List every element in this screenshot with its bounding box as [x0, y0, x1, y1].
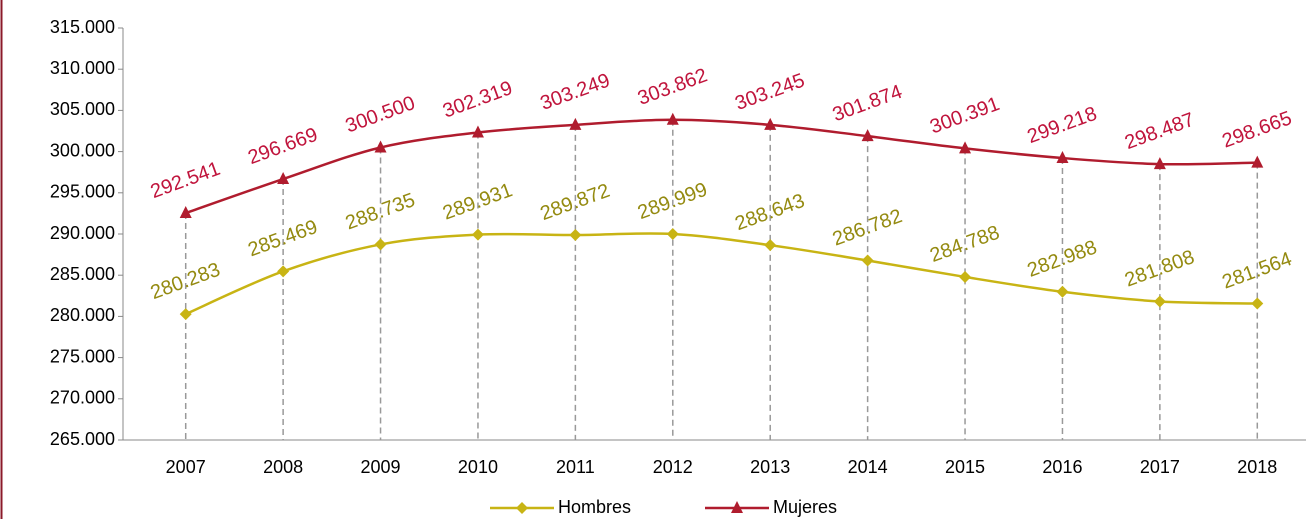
x-tick-label: 2016 — [1042, 457, 1082, 477]
data-point — [861, 254, 874, 267]
data-point — [471, 125, 484, 138]
data-point — [1251, 297, 1264, 310]
data-point — [959, 270, 972, 283]
x-tick-label: 2014 — [848, 457, 888, 477]
data-point — [959, 141, 972, 154]
x-tick-label: 2018 — [1237, 457, 1277, 477]
data-point — [666, 112, 679, 125]
y-tick-label: 285.000 — [50, 264, 115, 284]
data-label: 302.319 — [440, 77, 515, 122]
data-point — [569, 229, 582, 242]
y-tick-label: 280.000 — [50, 305, 115, 325]
data-label: 300.391 — [927, 93, 1002, 138]
data-point — [569, 117, 582, 130]
x-tick-label: 2017 — [1140, 457, 1180, 477]
data-label: 303.245 — [732, 69, 807, 114]
data-label: 292.541 — [148, 158, 223, 203]
data-point — [277, 172, 290, 185]
data-point — [1153, 295, 1166, 308]
x-tick-label: 2013 — [750, 457, 790, 477]
data-label: 298.487 — [1122, 109, 1197, 154]
data-point — [666, 228, 679, 241]
data-point — [764, 117, 777, 130]
y-tick-label: 265.000 — [50, 429, 115, 449]
legend-label: Hombres — [558, 497, 631, 517]
data-point — [861, 129, 874, 142]
legend-label: Mujeres — [773, 497, 837, 517]
data-point — [374, 140, 387, 153]
y-tick-label: 305.000 — [50, 99, 115, 119]
data-label: 303.862 — [635, 64, 710, 109]
data-point — [1056, 151, 1069, 164]
y-tick-label: 310.000 — [50, 58, 115, 78]
x-tick-label: 2010 — [458, 457, 498, 477]
x-tick-label: 2009 — [361, 457, 401, 477]
data-point — [1056, 285, 1069, 298]
data-point — [471, 228, 484, 241]
y-tick-label: 290.000 — [50, 223, 115, 243]
data-point — [179, 206, 192, 219]
y-tick-label: 295.000 — [50, 182, 115, 202]
legend-marker — [731, 501, 743, 513]
data-point — [277, 265, 290, 278]
y-tick-label: 315.000 — [50, 17, 115, 37]
x-tick-label: 2008 — [263, 457, 303, 477]
legend-marker — [516, 502, 528, 514]
series-line — [185, 118, 1258, 215]
series-line — [185, 232, 1258, 316]
data-label: 296.669 — [245, 124, 320, 169]
data-point — [374, 238, 387, 251]
data-label: 298.665 — [1219, 107, 1294, 152]
x-tick-label: 2015 — [945, 457, 985, 477]
data-label: 299.218 — [1024, 103, 1099, 148]
data-label: 300.500 — [343, 92, 418, 137]
data-point — [1251, 155, 1264, 168]
data-point — [764, 239, 777, 252]
data-label: 303.249 — [537, 69, 612, 114]
y-tick-label: 270.000 — [50, 388, 115, 408]
data-label: 301.874 — [830, 81, 905, 126]
data-point — [1153, 157, 1166, 170]
x-tick-label: 2012 — [653, 457, 693, 477]
x-tick-label: 2007 — [166, 457, 206, 477]
y-tick-label: 300.000 — [50, 140, 115, 160]
data-point — [179, 308, 192, 321]
y-tick-label: 275.000 — [50, 346, 115, 366]
x-tick-label: 2011 — [556, 457, 595, 477]
